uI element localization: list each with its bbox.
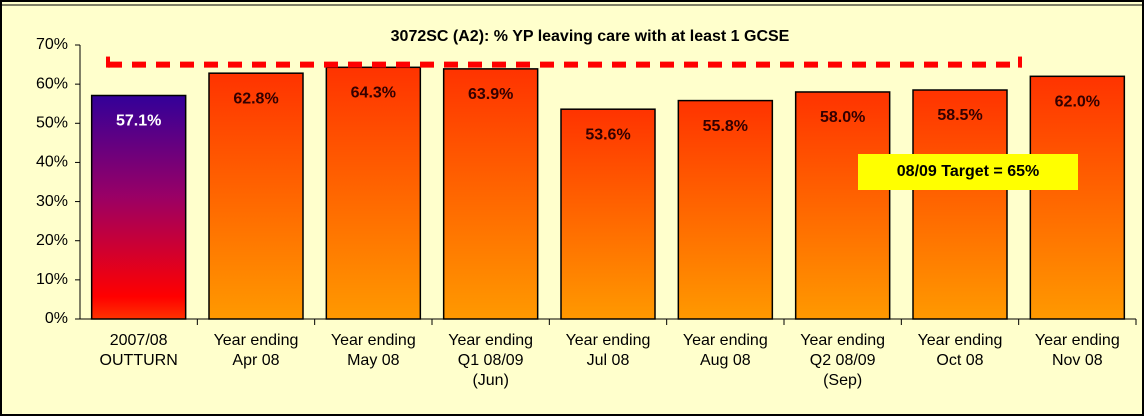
x-tick-line: Year ending: [800, 332, 885, 349]
value-label: 57.1%: [116, 113, 161, 130]
x-tick-line: Year ending: [448, 332, 533, 349]
x-tick-label: Year ending Oct 08: [918, 332, 1003, 369]
x-tick-line: Q2 08/09: [810, 352, 876, 369]
x-tick-line: Year ending: [683, 332, 768, 349]
x-tick-line: Year ending: [214, 332, 299, 349]
x-tick-label: Year ending Jul 08: [566, 332, 651, 369]
chart-title: 3072SC (A2): % YP leaving care with at l…: [391, 28, 790, 45]
x-tick-line: Jul 08: [587, 352, 630, 369]
value-label: 62.8%: [233, 90, 278, 107]
value-label: 62.0%: [1055, 94, 1100, 111]
value-label: 64.3%: [351, 85, 396, 102]
value-label: 58.0%: [820, 109, 865, 126]
value-label: 58.5%: [937, 107, 982, 124]
value-label: 53.6%: [585, 126, 630, 143]
annotation-box: [858, 154, 1078, 190]
bar: [1029, 75, 1126, 320]
x-tick-label: Year ending Nov 08: [1035, 332, 1120, 369]
y-tick-label: 60%: [36, 75, 68, 92]
x-tick-line: May 08: [347, 352, 400, 369]
y-tick-label: 0%: [45, 310, 68, 327]
y-tick-label: 30%: [36, 193, 68, 210]
annotation: 08/09 Target = 65%: [897, 163, 1039, 180]
x-tick-line: OUTTURN: [100, 352, 178, 369]
x-tick-label: Year ending Q1 08/09 (Jun): [448, 332, 533, 389]
x-tick-label: Year ending Aug 08: [683, 332, 768, 369]
x-tick-label: Year ending Q2 08/09 (Sep): [800, 332, 885, 389]
x-tick-line: Nov 08: [1052, 352, 1103, 369]
x-tick-line: Oct 08: [936, 352, 983, 369]
x-tick-line: (Jun): [472, 372, 508, 389]
bar: [325, 66, 422, 320]
y-tick-label: 20%: [36, 232, 68, 249]
bar: [560, 108, 656, 320]
x-tick-line: 2007/08: [110, 332, 168, 349]
x-tick-line: Aug 08: [700, 352, 751, 369]
y-tick-label: 70%: [36, 36, 68, 53]
bar: [442, 68, 539, 320]
bar: [90, 94, 187, 320]
x-tick-line: Year ending: [566, 332, 651, 349]
value-label: 55.8%: [703, 118, 748, 135]
bar: [912, 89, 1008, 320]
x-tick-line: Q1 08/09: [458, 352, 524, 369]
bar: [794, 91, 891, 320]
value-label: 63.9%: [468, 86, 513, 103]
x-tick-line: (Sep): [823, 372, 862, 389]
x-tick-line: Year ending: [331, 332, 416, 349]
x-tick-line: Year ending: [1035, 332, 1120, 349]
x-tick-label: 2007/08 OUTTURN: [100, 332, 178, 369]
x-tick-label: Year ending Apr 08: [214, 332, 299, 369]
x-tick-line: Apr 08: [232, 352, 279, 369]
x-tick-line: Year ending: [918, 332, 1003, 349]
y-tick-label: 10%: [36, 271, 68, 288]
bar: [677, 99, 774, 320]
y-tick-label: 40%: [36, 154, 68, 171]
bar: [208, 72, 304, 320]
y-tick-label: 50%: [36, 115, 68, 132]
x-tick-label: Year ending May 08: [331, 332, 416, 369]
